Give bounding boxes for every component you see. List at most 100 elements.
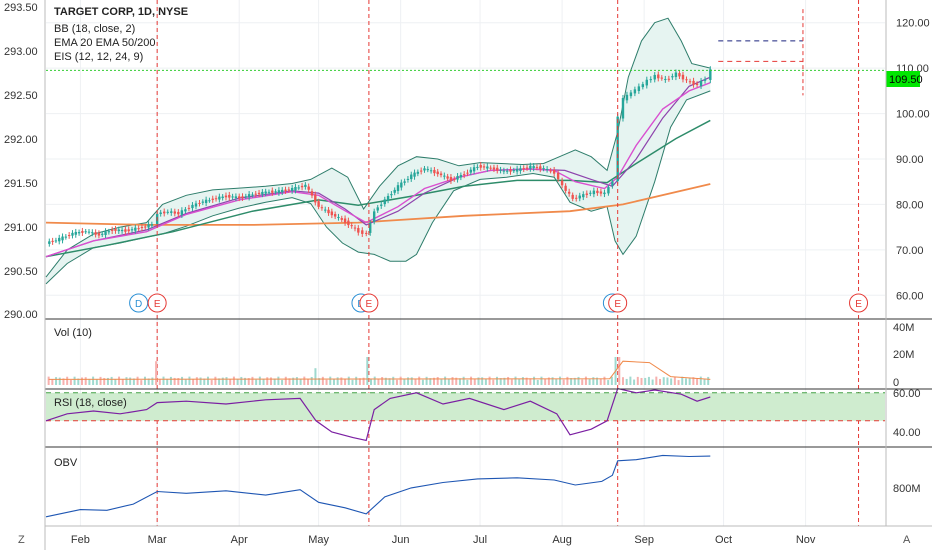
auto-scale-button[interactable]: A: [903, 534, 911, 546]
volume-bar: [284, 376, 287, 385]
volume-bar: [673, 376, 676, 385]
volume-bar: [247, 378, 250, 385]
right-tick-label: 90.00: [896, 154, 924, 166]
volume-bar: [155, 361, 158, 385]
volume-bar: [269, 377, 272, 385]
obv-label[interactable]: OBV: [54, 457, 78, 469]
candle-body: [439, 173, 443, 176]
last-price-badge: 109.50: [886, 71, 923, 87]
volume-pane[interactable]: Vol (10) 40M 20M 0: [47, 322, 915, 389]
volume-bar: [58, 377, 61, 385]
candle-body: [284, 189, 287, 191]
volume-bar: [388, 378, 391, 385]
volume-bar: [592, 377, 595, 385]
candle-body: [214, 198, 218, 200]
time-axis[interactable]: Feb Mar Apr May Jun Jul Aug Sep Oct Nov: [71, 534, 816, 546]
indicator-label-eis[interactable]: EIS (12, 12, 24, 9): [54, 51, 143, 63]
volume-bar: [325, 379, 328, 385]
indicator-label-ema[interactable]: EMA 20 EMA 50/200: [54, 37, 156, 49]
time-axis-label: Nov: [796, 534, 816, 546]
indicator-label-bb[interactable]: BB (18, close, 2): [54, 23, 135, 35]
left-price-axis[interactable]: 293.50 293.00 292.50 292.00 291.50 291.0…: [4, 2, 38, 321]
candle-body: [476, 166, 479, 168]
candle-body: [582, 194, 585, 198]
volume-bar: [166, 379, 169, 385]
obv-pane[interactable]: OBV 800M: [45, 454, 921, 518]
candle-body: [51, 240, 54, 242]
volume-bar: [410, 377, 413, 385]
symbol-title[interactable]: TARGET CORP, 1D, NYSE: [54, 6, 188, 18]
candle-body: [267, 191, 271, 193]
candle-body: [564, 185, 567, 191]
volume-bar: [277, 376, 280, 385]
volume-bar: [573, 377, 576, 385]
volume-label[interactable]: Vol (10): [54, 327, 92, 339]
candle-body: [578, 195, 581, 199]
volume-bar: [421, 379, 424, 385]
candle-body: [532, 166, 535, 169]
candle-body: [560, 180, 564, 186]
volume-bar: [425, 376, 428, 385]
rsi-pane[interactable]: RSI (18, close) 60.00 40.00: [45, 387, 921, 442]
bollinger-basis-line: [45, 76, 711, 258]
candle-body: [71, 232, 74, 236]
candle-body: [104, 231, 107, 235]
candle-body: [251, 194, 254, 196]
volume-bar: [610, 376, 613, 385]
candle-body: [671, 76, 674, 78]
obv-line: [45, 454, 711, 518]
candle-body: [48, 241, 51, 244]
left-tick-label: 293.00: [4, 46, 38, 58]
zoom-button[interactable]: Z: [18, 534, 25, 546]
candle-body: [592, 190, 596, 195]
candle-body: [166, 211, 169, 213]
volume-bar: [314, 368, 317, 385]
left-tick-label: 290.50: [4, 266, 38, 278]
candle-body: [300, 185, 304, 188]
candle-body: [492, 167, 496, 170]
candle-body: [159, 212, 162, 215]
left-tick-label: 292.50: [4, 90, 38, 102]
last-price-label: 109.50: [889, 74, 923, 86]
candle-body: [674, 72, 678, 78]
pane-dividers[interactable]: [44, 0, 932, 550]
volume-bar: [681, 376, 684, 385]
candle-body: [505, 170, 509, 172]
candle-body: [695, 83, 699, 85]
left-tick-label: 293.50: [4, 2, 38, 14]
price-pane[interactable]: DEDEDEE: [45, 0, 885, 526]
candle-body: [611, 181, 614, 186]
volume-bar: [603, 376, 606, 385]
volume-bar: [407, 377, 410, 385]
volume-bar: [625, 378, 628, 385]
volume-bar: [118, 376, 121, 385]
candle-body: [406, 178, 410, 180]
volume-bar: [447, 379, 450, 385]
volume-bar: [488, 376, 491, 385]
volume-bar: [455, 377, 458, 385]
rsi-label[interactable]: RSI (18, close): [54, 397, 127, 409]
volume-bar: [477, 377, 480, 385]
candle-body: [290, 187, 294, 191]
candle-body: [254, 193, 257, 195]
volume-bar: [262, 378, 265, 385]
candle-body: [453, 179, 456, 181]
volume-bar: [358, 378, 361, 385]
volume-bar: [688, 377, 691, 385]
candle-body: [91, 232, 94, 234]
volume-bar: [95, 379, 98, 385]
volume-bar: [666, 377, 669, 385]
volume-bar: [55, 377, 58, 385]
volume-bar: [329, 376, 332, 385]
volume-bar: [551, 377, 554, 385]
candle-body: [469, 169, 472, 173]
earnings-marker-label: E: [366, 299, 373, 310]
candle-body: [147, 224, 150, 228]
candle-body: [347, 220, 350, 226]
candle-body: [603, 192, 606, 195]
volume-bar: [577, 376, 580, 385]
volume-bar: [292, 377, 295, 385]
volume-bar: [288, 378, 291, 385]
volume-bar: [195, 377, 198, 385]
